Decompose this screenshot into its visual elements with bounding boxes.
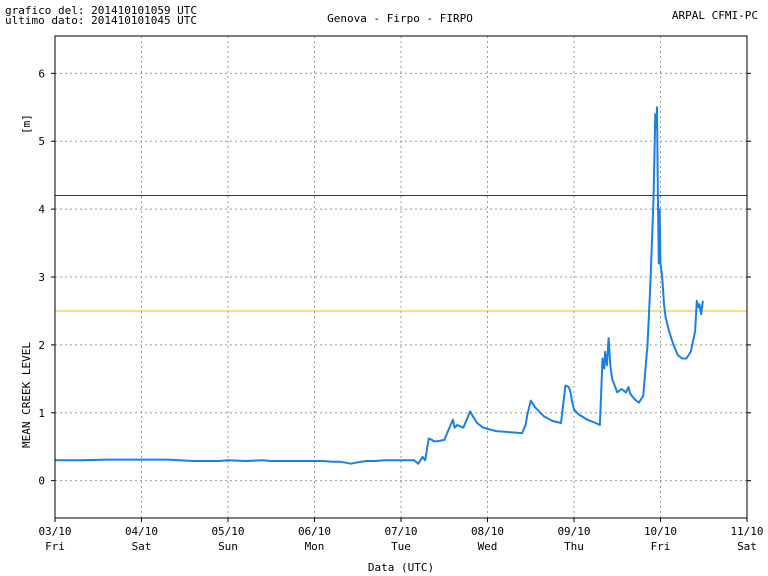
- x-tick-date-label: 09/10: [557, 525, 590, 538]
- chart-last-data-timestamp: ultimo dato: 201410101045 UTC: [5, 14, 198, 27]
- y-axis-label: MEAN CREEK LEVEL: [20, 342, 33, 448]
- y-tick-label: 4: [38, 203, 45, 216]
- x-tick-date-label: 07/10: [384, 525, 417, 538]
- y-tick-label: 0: [38, 475, 45, 488]
- x-tick-day-label: Wed: [478, 540, 498, 553]
- x-axis-label: Data (UTC): [368, 561, 434, 574]
- x-tick-date-label: 08/10: [471, 525, 504, 538]
- x-tick-date-label: 05/10: [211, 525, 244, 538]
- y-tick-label: 6: [38, 67, 45, 80]
- y-tick-label: 1: [38, 407, 45, 420]
- x-tick-day-label: Tue: [391, 540, 411, 553]
- x-tick-date-label: 11/10: [730, 525, 763, 538]
- y-tick-label: 2: [38, 339, 45, 352]
- x-tick-day-label: Fri: [45, 540, 65, 553]
- x-tick-date-label: 04/10: [125, 525, 158, 538]
- x-tick-day-label: Mon: [305, 540, 325, 553]
- y-tick-label: 3: [38, 271, 45, 284]
- chart-generated-timestamp: grafico del: 201410101059 UTC: [5, 4, 198, 17]
- x-tick-day-label: Fri: [651, 540, 671, 553]
- y-tick-label: 5: [38, 135, 45, 148]
- x-tick-date-label: 06/10: [298, 525, 331, 538]
- creek-level-series-line: [55, 106, 704, 465]
- y-axis-unit: [m]: [20, 114, 33, 134]
- chart-title: Genova - Firpo - FIRPO: [327, 12, 473, 25]
- x-tick-day-label: Thu: [564, 540, 584, 553]
- chart-source: ARPAL CFMI-PC: [671, 9, 758, 22]
- x-tick-date-label: 10/10: [644, 525, 677, 538]
- x-tick-date-label: 03/10: [38, 525, 71, 538]
- x-tick-day-label: Sat: [132, 540, 152, 553]
- x-tick-day-label: Sat: [737, 540, 757, 553]
- x-tick-day-label: Sun: [218, 540, 238, 553]
